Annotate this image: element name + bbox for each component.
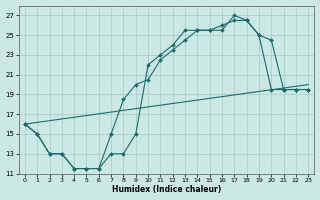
X-axis label: Humidex (Indice chaleur): Humidex (Indice chaleur) [112,185,221,194]
